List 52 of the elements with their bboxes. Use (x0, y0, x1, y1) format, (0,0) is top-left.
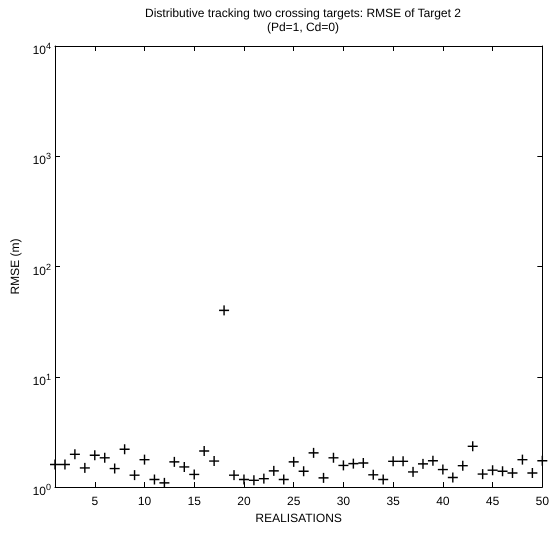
x-tick-label: 10 (138, 494, 152, 508)
x-tick-label: 50 (536, 494, 550, 508)
point (100, 452, 110, 463)
point (268, 466, 279, 476)
x-tick-label: 25 (287, 494, 301, 508)
point (110, 464, 120, 474)
x-tick-label: 30 (336, 494, 350, 508)
point (368, 470, 378, 480)
point (179, 462, 190, 472)
point (478, 469, 488, 480)
point (120, 444, 130, 454)
point (159, 478, 170, 488)
point (348, 458, 358, 469)
point (498, 466, 508, 476)
point (388, 456, 398, 466)
point (408, 466, 418, 477)
point (438, 464, 448, 475)
x-tick-label: 20 (237, 494, 251, 508)
point (80, 462, 90, 473)
y-tick-label: 10$^{2}$ (32, 260, 51, 278)
x-tick-label: 35 (386, 494, 400, 508)
point (169, 456, 180, 467)
point (298, 466, 309, 476)
chart-title: Distributive tracking two crossing targets: RMSE of Target 2 (145, 6, 462, 20)
point (219, 305, 230, 316)
point (338, 460, 348, 470)
point (537, 456, 548, 466)
point (428, 456, 438, 466)
point (130, 470, 140, 480)
point (308, 448, 319, 458)
x-tick-label: 45 (486, 494, 500, 508)
x-tick-label: 40 (436, 494, 450, 508)
y-tick-label: 10$^{3}$ (32, 150, 51, 168)
point (258, 474, 269, 484)
point (189, 469, 200, 480)
point (458, 460, 468, 471)
point (248, 475, 259, 486)
y-axis-title: RMSE (m) (8, 238, 22, 294)
x-tick-label: 5 (91, 494, 98, 508)
x-tick-label: 15 (188, 494, 202, 508)
y-tick-label: 10$^{1}$ (32, 370, 51, 388)
y-tick-label: 10$^{0}$ (32, 481, 51, 498)
x-axis-title: REALISATIONS (255, 510, 342, 525)
chart-subtitle: (Pd=1, Cd=0) (266, 20, 340, 34)
point (90, 450, 100, 460)
point (398, 456, 408, 466)
point (488, 465, 498, 476)
y-tick-label: 10$^{4}$ (32, 40, 51, 57)
point (468, 441, 478, 452)
point (517, 454, 528, 465)
point (288, 456, 299, 467)
point (70, 449, 80, 460)
